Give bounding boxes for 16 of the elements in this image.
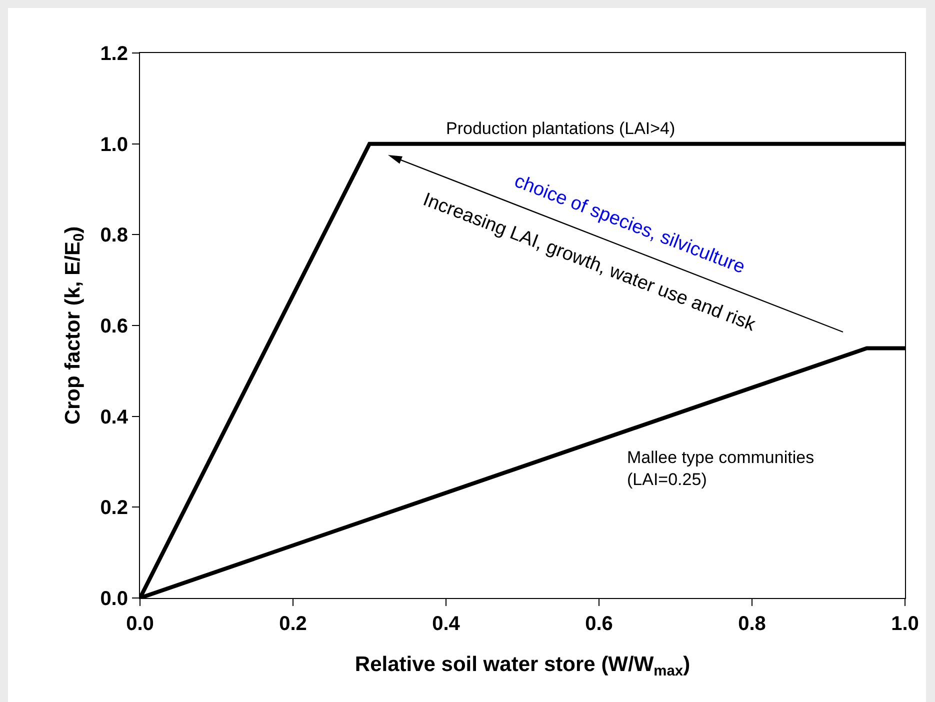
y-tick-label: 0.6 — [100, 316, 128, 338]
y-tick-label: 0.0 — [100, 588, 128, 610]
x-tick-label: 0.8 — [738, 613, 766, 635]
x-tick-label: 1.0 — [891, 613, 919, 635]
x-tick-label: 0.0 — [126, 613, 154, 635]
annotation: Production plantations (LAI>4) — [446, 119, 676, 138]
y-tick-label: 0.2 — [100, 497, 128, 520]
annotation: Mallee type communities (LAI=0.25) — [627, 448, 814, 490]
y-tick-label: 1.2 — [100, 43, 128, 65]
x-tick-label: 0.2 — [279, 613, 307, 635]
y-tick-label: 0.4 — [100, 406, 129, 428]
y-tick-label: 0.8 — [100, 224, 128, 247]
x-axis-title: Relative soil water store (W/W$_{max}$) — [354, 653, 690, 680]
x-tick-label: 0.4 — [432, 613, 461, 635]
x-tick-label: 0.6 — [585, 613, 613, 635]
y-tick-label: 1.0 — [100, 134, 128, 156]
